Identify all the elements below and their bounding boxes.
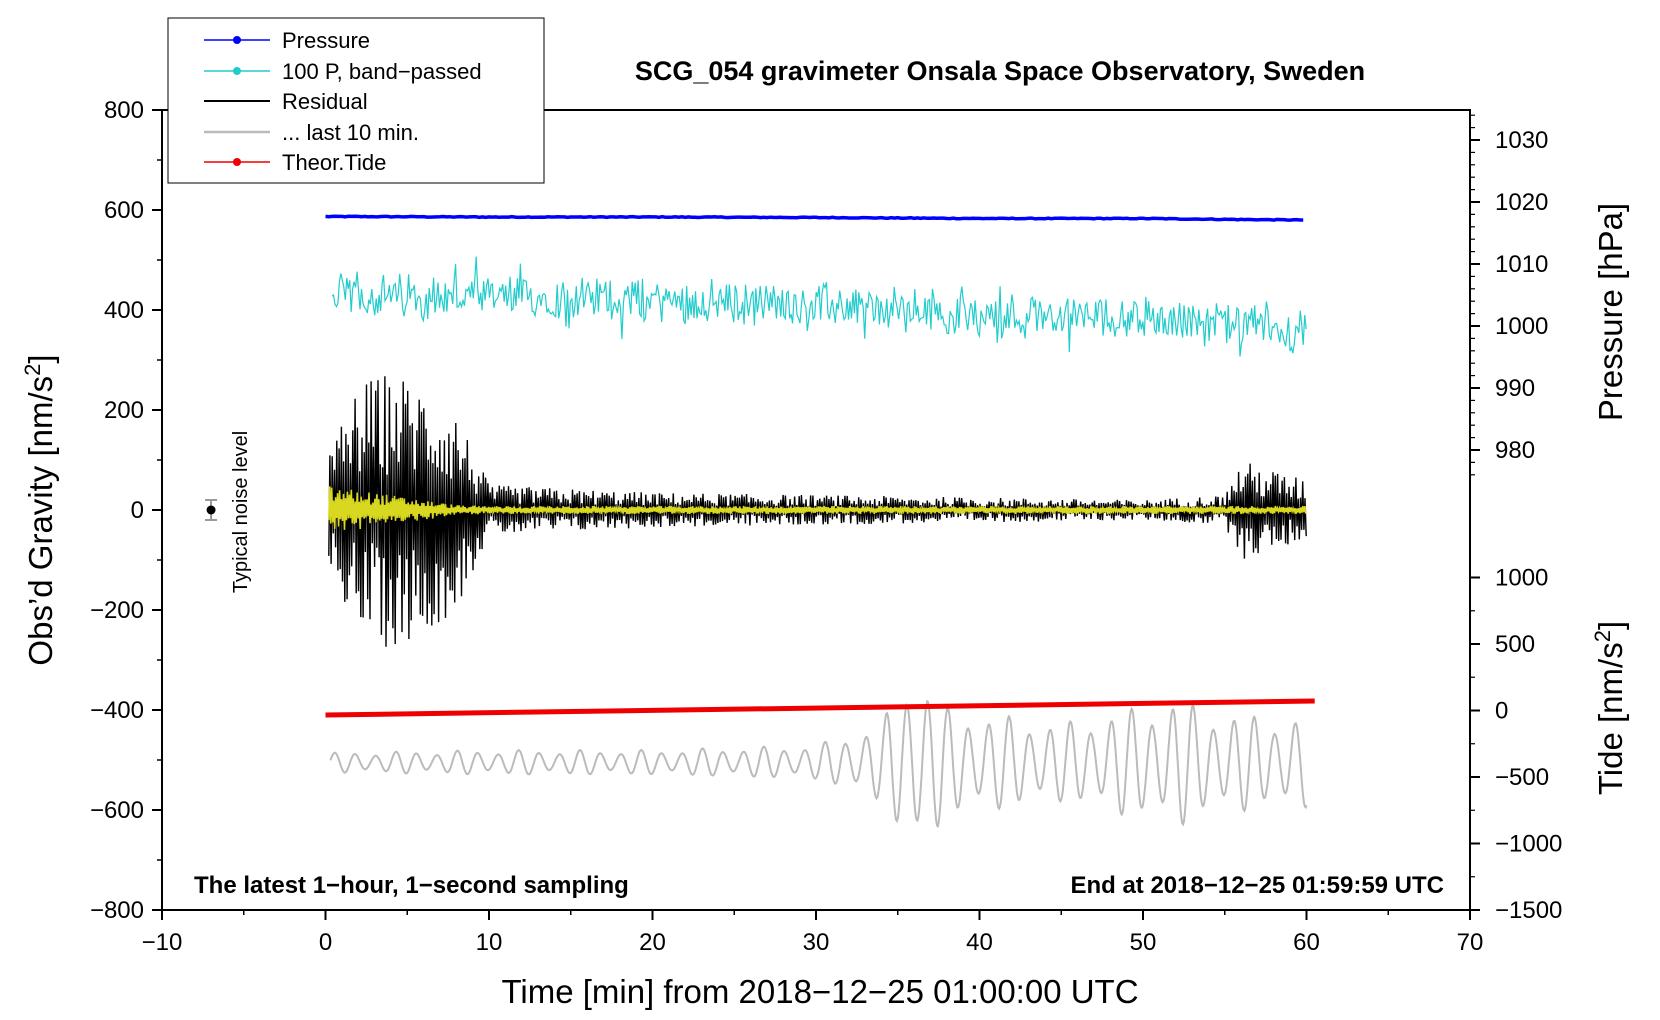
y-tick-label: 800 — [104, 97, 144, 124]
pressure-tick-label: 1030 — [1495, 127, 1548, 154]
tide-tick-label: 1000 — [1495, 565, 1548, 592]
pressure-tick-label: 980 — [1495, 437, 1535, 464]
y-axis-left-ticks: 800 600 400 200 0 −200 −400 −600 −800 — [90, 97, 162, 924]
pressure-tick-label: 990 — [1495, 375, 1535, 402]
series-pressure — [325, 214, 1304, 222]
x-tick-label: 30 — [803, 929, 830, 956]
legend-entry-band-passed: 100 P, band−passed — [204, 59, 482, 84]
legend-label-band-passed: 100 P, band−passed — [282, 59, 482, 84]
noise-label: Typical noise level — [230, 431, 252, 593]
y-axis-left-title: Obs’d Gravity [nm/s2] — [20, 354, 60, 665]
chart-title: SCG_054 gravimeter Onsala Space Observat… — [635, 56, 1365, 86]
legend: Pressure 100 P, band−passed Residual ...… — [167, 17, 545, 184]
tide-tick-label: −500 — [1495, 764, 1549, 791]
y-tick-label: 200 — [104, 397, 144, 424]
x-tick-label: 20 — [639, 929, 666, 956]
noise-indicator: Typical noise level — [205, 431, 252, 593]
series-100p-band-passed — [331, 256, 1307, 357]
pressure-tick-label: 1020 — [1495, 189, 1548, 216]
noise-point — [206, 505, 216, 515]
legend-entry-last-10-min: ... last 10 min. — [204, 120, 419, 145]
x-tick-label: 70 — [1457, 929, 1484, 956]
x-tick-label: −10 — [142, 929, 183, 956]
tide-axis-ticks: 1000 500 0 −500 −1000 −1500 — [1470, 565, 1562, 924]
legend-entry-theor-tide: Theor.Tide — [204, 150, 386, 175]
x-tick-label: 0 — [319, 929, 332, 956]
y-axis-tide-title: Tide [nm/s2] — [1590, 621, 1630, 795]
legend-label-theor-tide: Theor.Tide — [282, 150, 386, 175]
series-theor-tide — [325, 698, 1315, 718]
y-tick-label: −200 — [90, 597, 144, 624]
y-tick-label: −600 — [90, 797, 144, 824]
y-tick-label: −800 — [90, 897, 144, 924]
tide-tick-label: 500 — [1495, 631, 1535, 658]
legend-label-residual: Residual — [282, 89, 368, 114]
y-tick-label: −400 — [90, 697, 144, 724]
tide-tick-label: −1500 — [1495, 897, 1562, 924]
pressure-tick-label: 1010 — [1495, 251, 1548, 278]
y-tick-label: 400 — [104, 297, 144, 324]
end-time-label: End at 2018−12−25 01:59:59 UTC — [1070, 872, 1444, 899]
legend-entry-residual: Residual — [204, 89, 368, 114]
x-tick-label: 10 — [476, 929, 503, 956]
sampling-label: The latest 1−hour, 1−second sampling — [194, 872, 629, 899]
y-tick-label: 600 — [104, 197, 144, 224]
pressure-tick-label: 1000 — [1495, 313, 1548, 340]
tide-tick-label: −1000 — [1495, 831, 1562, 858]
y-axis-pressure-title: Pressure [hPa] — [1592, 203, 1629, 421]
y-tick-label: 0 — [131, 497, 144, 524]
x-axis-title: Time [min] from 2018−12−25 01:00:00 UTC — [501, 973, 1138, 1010]
x-tick-label: 50 — [1130, 929, 1157, 956]
series-last-10-min — [329, 699, 1308, 829]
legend-label-pressure: Pressure — [282, 28, 370, 53]
legend-entry-pressure: Pressure — [204, 28, 370, 53]
pressure-axis-ticks: 1030 1020 1010 1000 990 980 — [1470, 114, 1548, 476]
x-tick-label: 60 — [1293, 929, 1320, 956]
x-tick-label: 40 — [966, 929, 993, 956]
series-residual-highpass — [328, 486, 1307, 530]
legend-label-last-10-min: ... last 10 min. — [282, 120, 419, 145]
tide-tick-label: 0 — [1495, 698, 1508, 725]
series-layer — [325, 214, 1315, 829]
x-axis-ticks: −10 0 10 20 30 40 50 60 70 — [142, 910, 1484, 956]
